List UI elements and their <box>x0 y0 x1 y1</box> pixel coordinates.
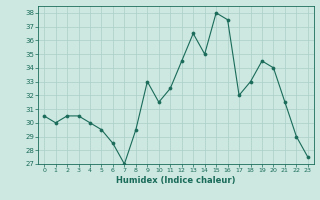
X-axis label: Humidex (Indice chaleur): Humidex (Indice chaleur) <box>116 176 236 185</box>
